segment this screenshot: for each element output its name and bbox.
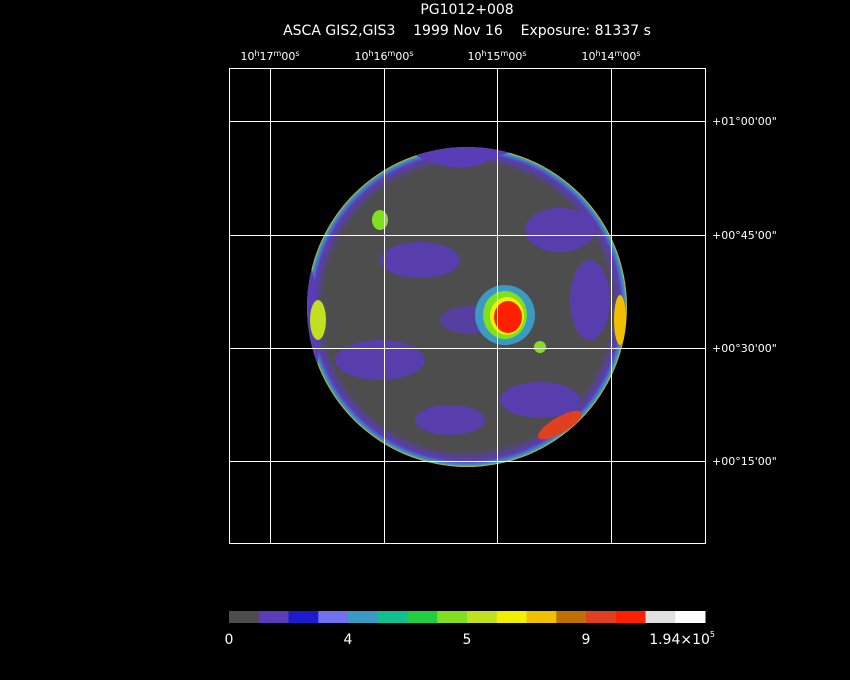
colorbar-label-text: 5 <box>463 632 472 648</box>
ra-value: 16 <box>374 50 388 63</box>
colorbar: 0 4 5 9 1.94×105 <box>225 611 715 648</box>
colorbar-swatch <box>675 611 706 623</box>
ra-label: 10h16m00s <box>354 49 413 63</box>
ra-unit: s <box>295 49 299 58</box>
ra-unit: m <box>501 49 509 58</box>
colorbar-swatch <box>645 611 676 623</box>
ra-unit: s <box>409 49 413 58</box>
ra-unit: h <box>481 49 486 58</box>
colorbar-label-text: 1.94×10 <box>649 632 710 648</box>
ra-value: 15 <box>487 50 501 63</box>
colorbar-label: 5 <box>463 632 472 648</box>
colorbar-swatch <box>229 611 260 623</box>
colorbar-label-text: 0 <box>225 632 234 648</box>
colorbar-swatch <box>467 611 498 623</box>
colorbar-label-text: 9 <box>582 632 591 648</box>
colorbar-swatch <box>407 611 438 623</box>
colorbar-swatch <box>496 611 527 623</box>
ra-unit: m <box>274 49 282 58</box>
ra-value: 10 <box>240 50 254 63</box>
ra-labels: 10h17m00s 10h16m00s 10h15m00s 10h14m00s <box>240 49 640 63</box>
colorbar-swatch <box>556 611 587 623</box>
ra-value: 00 <box>281 50 295 63</box>
field-of-view <box>307 147 627 467</box>
ra-unit: h <box>368 49 373 58</box>
colorbar-swatch <box>288 611 319 623</box>
ra-value: 17 <box>260 50 274 63</box>
colorbar-label-text: 4 <box>344 632 353 648</box>
colorbar-swatch <box>437 611 468 623</box>
colorbar-label: 0 <box>225 632 234 648</box>
ra-value: 00 <box>508 50 522 63</box>
ra-label: 10h17m00s <box>240 49 299 63</box>
emission-pattern <box>307 147 626 440</box>
ra-unit: m <box>615 49 623 58</box>
ra-label: 10h15m00s <box>467 49 526 63</box>
dec-label: +01°00'00" <box>712 115 777 128</box>
dec-label: +00°30'00" <box>712 342 777 355</box>
colorbar-label-exponent: 5 <box>710 630 715 639</box>
colorbar-swatch <box>586 611 617 623</box>
ra-value: 10 <box>467 50 481 63</box>
ra-value: 10 <box>581 50 595 63</box>
ra-unit: h <box>595 49 600 58</box>
dec-label: +00°15'00" <box>712 455 777 468</box>
ra-unit: s <box>522 49 526 58</box>
colorbar-swatch <box>348 611 379 623</box>
ra-value: 10 <box>354 50 368 63</box>
colorbar-swatch <box>377 611 408 623</box>
title: PG1012+008 <box>420 2 513 18</box>
ra-value: 00 <box>395 50 409 63</box>
colorbar-swatch <box>526 611 557 623</box>
colorbar-label: 1.94×105 <box>649 630 715 648</box>
colorbar-swatch <box>258 611 289 623</box>
ra-value: 00 <box>622 50 636 63</box>
colorbar-swatch <box>615 611 646 623</box>
dec-label: +00°45'00" <box>712 229 777 242</box>
colorbar-label: 9 <box>582 632 591 648</box>
coordinate-grid <box>229 68 705 543</box>
ra-unit: s <box>636 49 640 58</box>
dec-labels: +01°00'00" +00°45'00" +00°30'00" +00°15'00" <box>712 115 777 468</box>
plot-frame <box>229 68 706 544</box>
ra-label: 10h14m00s <box>581 49 640 63</box>
colorbar-swatch <box>318 611 349 623</box>
ra-unit: m <box>388 49 396 58</box>
subtitle: ASCA GIS2,GIS3 1999 Nov 16 Exposure: 813… <box>283 23 651 39</box>
ra-unit: h <box>254 49 259 58</box>
colorbar-label: 4 <box>344 632 353 648</box>
ra-value: 14 <box>601 50 615 63</box>
